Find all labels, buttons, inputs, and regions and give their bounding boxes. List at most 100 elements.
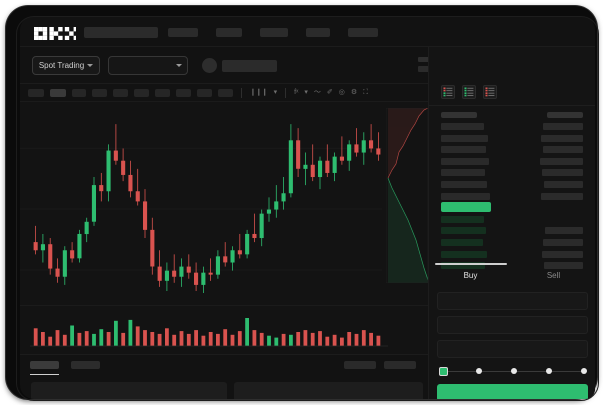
orderbook-row-amount: [544, 181, 583, 188]
depth-overlay-chart: [386, 108, 428, 283]
orderbook-row-amount: [542, 250, 583, 258]
orderbook-row-price: [441, 123, 484, 130]
settings-gear-icon[interactable]: ⚙: [350, 89, 358, 96]
orderbook-row[interactable]: [429, 156, 595, 167]
order-amount-field[interactable]: [437, 316, 588, 334]
camera-icon[interactable]: ◎: [338, 89, 345, 96]
nav-item-5[interactable]: [348, 28, 378, 37]
timeframe-1[interactable]: [28, 88, 44, 97]
slider-node-100[interactable]: [581, 368, 587, 374]
orderbook-row-amount: [540, 157, 583, 165]
bottom-tab-2[interactable]: [71, 361, 100, 369]
indicators-icon[interactable]: fˣ: [294, 89, 299, 96]
slider-node-75[interactable]: [546, 368, 552, 374]
orderbook-row-price: [441, 146, 486, 154]
orderbook-row-price: [441, 239, 483, 246]
brand-search-placeholder[interactable]: [84, 27, 158, 38]
timeframe-8[interactable]: [176, 88, 191, 97]
candle-type-icon[interactable]: ❙❙❙: [250, 89, 268, 96]
buy-submit-button[interactable]: [437, 384, 588, 399]
bottom-tab-1[interactable]: [30, 361, 59, 369]
okx-logo-icon[interactable]: [34, 27, 76, 40]
volume-chart: [20, 306, 428, 354]
market-type-label: Spot Trading: [38, 61, 85, 70]
chevron-down-icon: [176, 64, 182, 67]
market-type-select[interactable]: Spot Trading: [32, 56, 100, 75]
orderbook-row[interactable]: [429, 144, 595, 155]
tab-sell[interactable]: Sell: [546, 271, 561, 280]
order-total-field[interactable]: [437, 340, 588, 358]
toolbar-divider-1: [241, 87, 242, 98]
ob-view-asks-icon[interactable]: [483, 85, 497, 99]
top-header: [20, 16, 595, 47]
timeframe-3[interactable]: [72, 88, 86, 97]
orderbook-row[interactable]: [429, 260, 595, 271]
orders-card-left: [31, 382, 227, 399]
orderbook-row[interactable]: [429, 225, 595, 236]
orderbook-row[interactable]: [429, 133, 595, 144]
orderbook-row[interactable]: [429, 214, 595, 225]
trading-pair-select[interactable]: [108, 56, 188, 75]
orderbook-row-amount: [541, 192, 583, 200]
trade-tab-underline: [435, 263, 507, 265]
orderbook-row[interactable]: [429, 121, 595, 132]
timeframe-4[interactable]: [92, 88, 107, 97]
orderbook-view-toggles: [441, 85, 497, 99]
timeframe-5[interactable]: [113, 88, 128, 97]
bottom-action-2[interactable]: [384, 361, 416, 369]
nav-item-1[interactable]: [168, 28, 198, 37]
orderbook-row-price: [441, 202, 491, 213]
timeframe-2[interactable]: [50, 88, 66, 97]
orderbook-row[interactable]: [429, 191, 595, 202]
orderbook-row[interactable]: [429, 202, 595, 213]
timeframe-7[interactable]: [155, 88, 170, 97]
orderbook-col-header-right: [547, 112, 583, 118]
orderbook-row-amount: [545, 227, 583, 235]
fullscreen-icon[interactable]: ⛶: [363, 89, 369, 96]
orderbook-row[interactable]: [429, 167, 595, 178]
draw-pencil-icon[interactable]: ✐: [326, 89, 333, 96]
indicators-chevron-icon[interactable]: ▾: [304, 89, 308, 96]
ob-view-both-icon[interactable]: [441, 85, 455, 99]
orderbook-row-amount: [544, 262, 583, 270]
orderbook-row-price: [441, 134, 488, 142]
orderbook-row-amount: [541, 134, 583, 142]
order-form: [429, 292, 595, 367]
chart-toolbar: ❙❙❙ ▾ fˣ ▾ 〜 ✐ ◎ ⚙ ⛶: [20, 84, 428, 102]
order-price-field[interactable]: [437, 292, 588, 310]
app-screen: Spot Trading: [20, 16, 595, 399]
ob-view-bids-icon[interactable]: [462, 85, 476, 99]
slider-node-25[interactable]: [476, 368, 482, 374]
timeframe-6[interactable]: [134, 88, 149, 97]
bottom-action-1[interactable]: [344, 361, 376, 369]
nav-item-3[interactable]: [260, 28, 288, 37]
orderbook-row-price: [441, 157, 489, 165]
orderbook-row[interactable]: [429, 249, 595, 260]
token-avatar-icon: [202, 58, 217, 73]
orderbook-row-amount: [543, 123, 583, 130]
nav-item-2[interactable]: [216, 28, 242, 37]
line-tool-icon[interactable]: 〜: [313, 89, 321, 96]
orderbook-trade-panel: Buy Sell: [428, 47, 595, 399]
nav-item-4[interactable]: [306, 28, 330, 37]
orders-card-right: [234, 382, 423, 399]
slider-node-50[interactable]: [511, 368, 517, 374]
tab-buy[interactable]: Buy: [463, 271, 478, 280]
orderbook-row-price: [441, 250, 487, 258]
orderbook-row-amount: [542, 169, 583, 177]
main-nav: [168, 28, 378, 37]
orderbook-rows[interactable]: [429, 121, 595, 281]
orderbook-row-price: [441, 169, 485, 177]
slider-handle[interactable]: [439, 367, 448, 376]
orderbook-row-price: [441, 192, 490, 200]
toolbar-divider-2: [285, 87, 287, 98]
candle-type-chevron-icon[interactable]: ▾: [273, 89, 278, 96]
orderbook-row-price: [441, 215, 484, 223]
timeframe-10[interactable]: [218, 88, 233, 97]
orderbook-row[interactable]: [429, 179, 595, 190]
percent-slider[interactable]: [439, 367, 589, 377]
timeframe-9[interactable]: [197, 88, 212, 97]
orderbook-row-price: [441, 262, 485, 270]
price-chart[interactable]: [20, 102, 428, 306]
orderbook-row[interactable]: [429, 237, 595, 248]
